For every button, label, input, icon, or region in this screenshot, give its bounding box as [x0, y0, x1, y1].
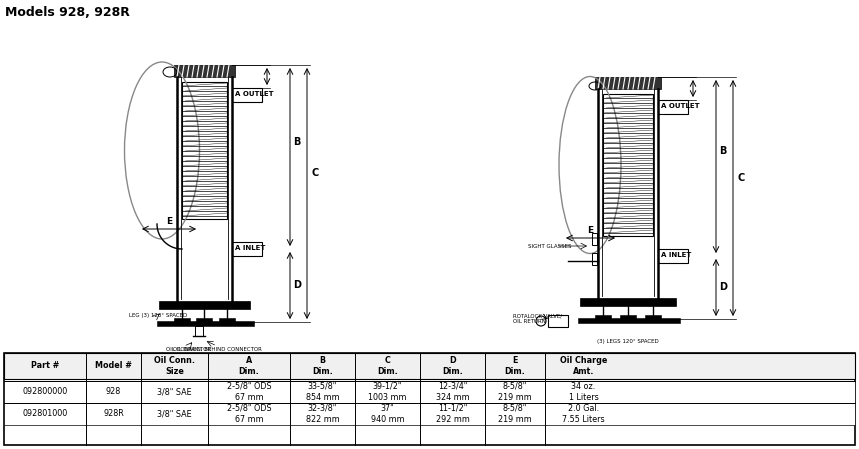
- Text: Oil Charge
Amt.: Oil Charge Amt.: [560, 356, 607, 376]
- Text: A INLET: A INLET: [235, 245, 265, 251]
- Text: B: B: [719, 146, 727, 157]
- Text: D
Dim.: D Dim.: [442, 356, 463, 376]
- Bar: [592, 253, 597, 265]
- Text: (3) LEGS 120° SPACED: (3) LEGS 120° SPACED: [597, 339, 659, 344]
- Bar: [645, 315, 661, 319]
- Bar: [4, 353, 855, 379]
- Text: 12-3/4"
324 mm: 12-3/4" 324 mm: [436, 382, 469, 402]
- Text: 092801000: 092801000: [22, 409, 68, 418]
- Bar: [620, 315, 636, 319]
- Text: LEG (3) 120° SPACED: LEG (3) 120° SPACED: [129, 313, 187, 318]
- Text: 2-5/8" ODS
67 mm: 2-5/8" ODS 67 mm: [227, 382, 271, 402]
- Text: 2.0 Gal.
7.55 Liters: 2.0 Gal. 7.55 Liters: [562, 404, 605, 424]
- Text: 928R: 928R: [610, 355, 646, 368]
- Bar: [603, 94, 653, 236]
- Bar: [658, 100, 688, 114]
- Bar: [580, 298, 676, 306]
- Text: 34 oz.
1 Liters: 34 oz. 1 Liters: [569, 382, 599, 402]
- Text: C: C: [737, 173, 744, 183]
- Text: OIL CONNECTOR: OIL CONNECTOR: [167, 347, 211, 352]
- Text: Oil Conn.
Size: Oil Conn. Size: [154, 356, 195, 376]
- Text: C: C: [311, 168, 318, 179]
- Text: A
Dim.: A Dim.: [239, 356, 259, 376]
- Text: Part #: Part #: [31, 361, 59, 370]
- Text: ROTALOCK VALVE/
OIL RETURN: ROTALOCK VALVE/ OIL RETURN: [513, 313, 562, 324]
- Text: Models 928, 928R: Models 928, 928R: [5, 6, 130, 19]
- Text: 928: 928: [106, 387, 121, 396]
- Bar: [658, 249, 688, 263]
- Text: B: B: [293, 137, 301, 147]
- Text: 928R: 928R: [103, 409, 124, 418]
- Bar: [219, 318, 235, 322]
- Text: 092800000: 092800000: [22, 387, 68, 396]
- Text: E: E: [166, 217, 172, 226]
- Text: A OUTLET: A OUTLET: [235, 91, 274, 97]
- Bar: [174, 65, 235, 77]
- Text: A OUTLET: A OUTLET: [661, 103, 699, 109]
- Text: 2-5/8" ODS
67 mm: 2-5/8" ODS 67 mm: [227, 404, 271, 424]
- Text: D: D: [293, 281, 301, 291]
- Bar: [174, 318, 190, 322]
- Text: 11-1/2"
292 mm: 11-1/2" 292 mm: [436, 404, 469, 424]
- Text: 3/8" SAE: 3/8" SAE: [157, 409, 192, 418]
- Bar: [595, 77, 661, 89]
- Bar: [578, 318, 680, 323]
- Text: B
Dim.: B Dim.: [312, 356, 333, 376]
- Text: D: D: [719, 282, 727, 292]
- Text: 8-5/8"
219 mm: 8-5/8" 219 mm: [498, 382, 532, 402]
- Text: SIGHT GLASSES: SIGHT GLASSES: [528, 243, 571, 248]
- Text: 3/8" SAE: 3/8" SAE: [157, 387, 192, 396]
- Bar: [4, 353, 855, 445]
- Text: 33-5/8"
854 mm: 33-5/8" 854 mm: [306, 382, 339, 402]
- Text: 8-5/8"
219 mm: 8-5/8" 219 mm: [498, 404, 532, 424]
- Text: E: E: [588, 226, 594, 235]
- Text: 32-3/8"
822 mm: 32-3/8" 822 mm: [306, 404, 339, 424]
- Text: C
Dim.: C Dim.: [377, 356, 398, 376]
- Bar: [595, 315, 611, 319]
- Bar: [182, 82, 227, 219]
- Bar: [196, 318, 212, 322]
- Bar: [232, 242, 262, 256]
- Text: 37"
940 mm: 37" 940 mm: [371, 404, 405, 424]
- Bar: [195, 326, 203, 336]
- Text: 928: 928: [191, 360, 217, 373]
- Bar: [232, 88, 262, 102]
- Text: E
Dim.: E Dim.: [504, 356, 526, 376]
- Bar: [592, 233, 597, 245]
- Bar: [548, 315, 568, 327]
- Text: 39-1/2"
1003 mm: 39-1/2" 1003 mm: [369, 382, 407, 402]
- Bar: [157, 321, 254, 326]
- Text: A INLET: A INLET: [661, 252, 691, 258]
- Bar: [4, 381, 855, 403]
- Bar: [4, 403, 855, 425]
- Bar: [159, 301, 250, 309]
- Text: Model #: Model #: [95, 361, 132, 370]
- Text: OIL DRAIN, BEHIND CONNECTOR: OIL DRAIN, BEHIND CONNECTOR: [173, 347, 261, 352]
